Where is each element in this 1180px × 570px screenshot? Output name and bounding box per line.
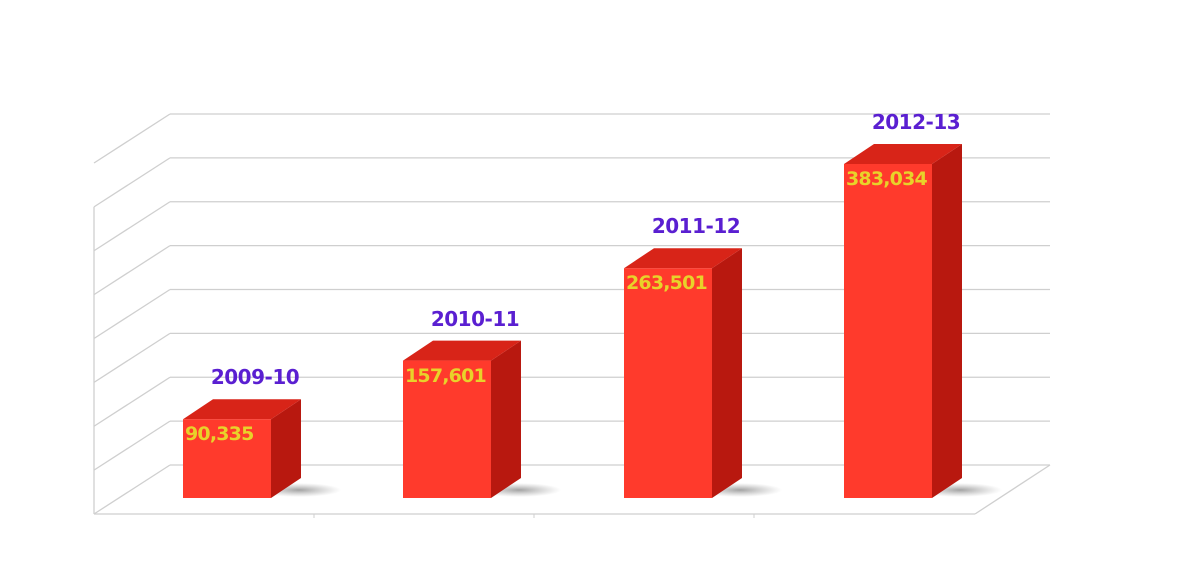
category-label: 2009-10	[210, 365, 300, 390]
bar-side	[491, 340, 521, 498]
bars	[183, 144, 1002, 498]
gridline-side	[93, 464, 171, 515]
bar-top	[844, 144, 962, 164]
bar-front	[844, 164, 932, 498]
bar-side	[932, 144, 962, 498]
gridline-side	[93, 157, 171, 208]
bar-side	[271, 399, 301, 498]
bar-side	[712, 248, 742, 498]
bar-top	[624, 248, 742, 269]
bar-front	[403, 360, 491, 498]
gridline-side	[93, 376, 171, 427]
bar-top	[403, 340, 521, 361]
gridline-side	[93, 201, 171, 252]
gridline-side	[93, 420, 171, 471]
bar-top	[183, 399, 301, 420]
value-label: 90,335	[185, 423, 254, 446]
value-label: 263,501	[626, 272, 708, 295]
category-label: 2012-13	[871, 110, 961, 134]
category-label: 2010-11	[430, 306, 520, 331]
gridline-side	[93, 332, 171, 383]
value-label: 383,034	[846, 168, 928, 190]
floor-edge	[974, 464, 1051, 515]
category-label: 2011-12	[651, 214, 741, 239]
value-label: 157,601	[405, 364, 487, 387]
bar-front	[624, 268, 712, 498]
gridline-side	[93, 245, 171, 296]
gridline-side	[93, 113, 171, 164]
bar-front	[183, 419, 271, 498]
gridline-side	[93, 288, 171, 340]
